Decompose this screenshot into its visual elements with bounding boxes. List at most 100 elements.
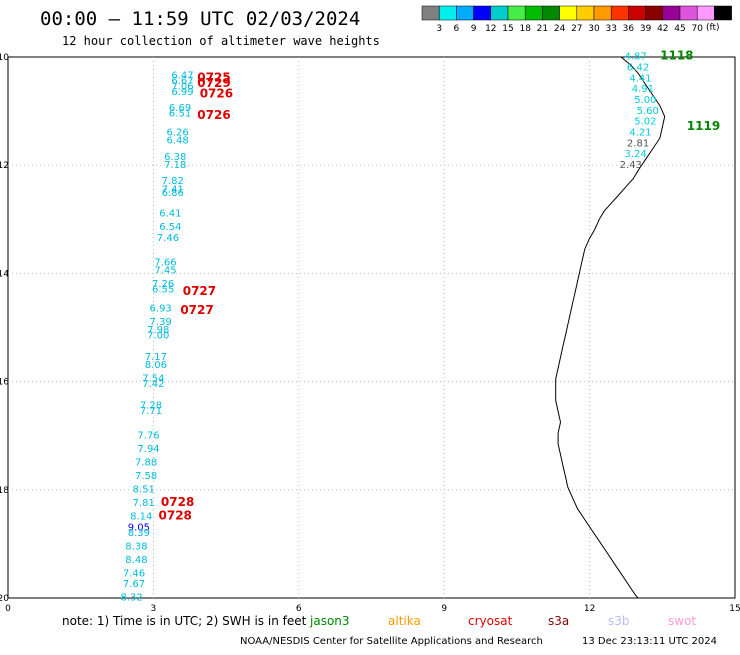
legend-swatch [524, 5, 543, 21]
legend-swatch [696, 5, 715, 21]
wave-height-value: 7.17 [145, 352, 167, 363]
wave-height-value: 6.51 [169, 109, 191, 120]
wave-height-value: 7.82 [162, 176, 184, 187]
wave-height-value: 7.41 [162, 184, 184, 195]
pass-time-label: 0729 [197, 76, 230, 90]
legend-swatch [559, 5, 578, 21]
x-tick-label: 12 [584, 604, 595, 614]
legend-swatch [473, 5, 492, 21]
footer-credit: NOAA/NESDIS Center for Satellite Applica… [240, 636, 543, 647]
legend-tick-label: 24 [554, 24, 566, 34]
x-tick-label: 9 [441, 604, 447, 614]
wave-height-value: 7.42 [142, 379, 164, 390]
wave-height-value: 2.81 [627, 138, 649, 149]
y-tick-label: -18 [0, 486, 9, 496]
satellite-name: s3b [608, 614, 630, 628]
y-tick-label: -10 [0, 53, 9, 63]
legend-tick-label: 6 [454, 24, 460, 34]
x-tick-label: 3 [151, 604, 157, 614]
legend-swatch [645, 5, 664, 21]
color-legend: 3 6 9 12 15 18 21 24 27 30 33 36 39 42 45 70 [421, 5, 732, 34]
x-tick-label: 6 [296, 604, 302, 614]
wave-height-value: 6.86 [162, 188, 184, 199]
wave-height-value: 8.06 [145, 360, 167, 371]
legend-tick-label: 21 [537, 24, 548, 34]
satellite-name: s3a [548, 614, 569, 628]
wave-height-value: 7.54 [142, 374, 164, 385]
legend-tick-label: 12 [485, 24, 496, 34]
legend-swatch [507, 5, 526, 21]
wave-height-value: 7.46 [123, 568, 145, 579]
wave-height-value: 6.41 [159, 209, 181, 220]
wave-height-value: 7.71 [140, 406, 162, 417]
wave-height-value: 7.28 [140, 401, 162, 412]
wave-height-value: 8.14 [130, 512, 152, 523]
legend-tick-label: 30 [588, 24, 600, 34]
satellite-name: cryosat [468, 614, 513, 628]
wave-height-value: 8.32 [120, 593, 142, 604]
y-tick-label: -12 [0, 161, 9, 171]
wave-height-value: 7.67 [123, 579, 145, 590]
pass-time-label: 0727 [183, 284, 216, 298]
wave-height-value: 7.39 [150, 317, 172, 328]
wave-height-value: 7.76 [137, 430, 159, 441]
legend-tick-label: 33 [605, 24, 616, 34]
wave-height-value: 6.93 [150, 303, 172, 314]
wave-height-value: 7.94 [137, 444, 159, 455]
legend-tick-label: 3 [436, 24, 442, 34]
wave-height-value: 5.00 [634, 95, 656, 106]
pass-time-label: 1118 [660, 49, 693, 63]
wave-height-value: 8.39 [128, 528, 150, 539]
wave-height-value: 6.99 [171, 87, 193, 98]
wave-height-value: 8.38 [125, 541, 147, 552]
axis-tick-labels: 0 3 6 9 12 15 -10 -12 -14 -16 -18 -20 [0, 53, 740, 614]
wave-height-value: 7.88 [135, 457, 157, 468]
legend-tick-label: 36 [623, 24, 635, 34]
coastline [555, 56, 666, 599]
pass-time-label: 0728 [159, 509, 192, 523]
wave-height-value: 6.69 [169, 103, 191, 114]
x-tick-label: 15 [729, 604, 740, 614]
legend-swatch [576, 5, 595, 21]
wave-height-labels: 6.476.677.066.99 6.696.51 6.266.48 6.387.18… [120, 52, 658, 604]
wave-height-value: 6.47 [171, 71, 193, 82]
wave-height-value: 6.42 [627, 63, 649, 74]
satellite-name: altika [388, 614, 421, 628]
wave-height-value: 6.55 [152, 284, 174, 295]
wave-height-value: 4.21 [629, 127, 651, 138]
pass-time-label: 1119 [687, 119, 720, 133]
pass-time-label: 0728 [161, 495, 194, 509]
legend-tick-label: 42 [657, 24, 668, 34]
wave-height-value: 7.98 [147, 325, 169, 336]
legend-tick-label: 39 [640, 24, 652, 34]
wave-height-value: 7.26 [152, 279, 174, 290]
legend-unit: (ft) [706, 23, 720, 33]
wave-height-value: 2.43 [620, 160, 642, 171]
legend-tick-label: 45 [674, 24, 685, 34]
pass-time-label: 0725 [197, 70, 230, 84]
legend-swatch [593, 5, 612, 21]
wave-height-value: 9.05 [128, 522, 150, 533]
wave-height-value: 7.46 [157, 233, 179, 244]
legend-swatch [542, 5, 560, 21]
legend-tick-label: 18 [519, 24, 531, 34]
pass-time-label: 0727 [180, 303, 213, 317]
wave-height-value: 7.00 [147, 330, 169, 341]
pass-time-label: 0726 [197, 108, 230, 122]
wave-height-value: 3.24 [625, 149, 647, 160]
note-text: note: 1) Time is in UTC; 2) SWH is in fe… [62, 614, 307, 628]
wave-height-value: 5.60 [637, 106, 659, 117]
legend-tick-label: 9 [471, 24, 477, 34]
legend-swatch [456, 5, 474, 21]
legend-swatch [628, 5, 646, 21]
wave-height-value: 6.54 [159, 222, 181, 233]
wave-height-value: 6.26 [167, 127, 189, 138]
page-subtitle: 12 hour collection of altimeter wave hei… [62, 34, 380, 48]
legend-swatch [438, 5, 457, 21]
legend-swatch [662, 5, 681, 21]
legend-tick-label: 15 [502, 24, 513, 34]
wave-height-value: 7.58 [135, 471, 157, 482]
wave-height-value: 8.51 [133, 485, 155, 496]
